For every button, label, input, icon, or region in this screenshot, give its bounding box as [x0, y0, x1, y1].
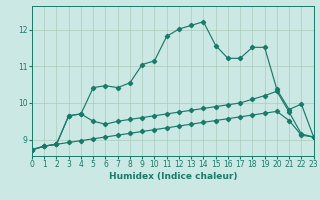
X-axis label: Humidex (Indice chaleur): Humidex (Indice chaleur) [108, 172, 237, 181]
